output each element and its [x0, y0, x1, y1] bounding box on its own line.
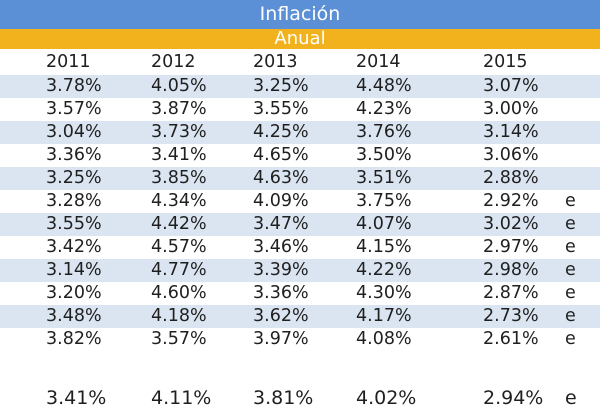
table-cell: 4.15% [356, 237, 412, 257]
column-header-2011: 2011 [46, 52, 91, 72]
table-cell: 4.42% [151, 214, 207, 234]
table-cell: 3.82% [46, 329, 102, 349]
column-header-2012: 2012 [151, 52, 196, 72]
table-cell: 3.02% [483, 214, 539, 234]
table-row: 3.28% 4.34% 4.09% 3.75% 2.92% e [0, 190, 600, 213]
table-cell: 3.57% [151, 329, 207, 349]
table-cell: 3.73% [151, 122, 207, 142]
table-cell: 3.07% [483, 76, 539, 96]
table-cell: 3.39% [253, 260, 309, 280]
table-cell: 4.57% [151, 237, 207, 257]
estimate-marker: e [565, 306, 576, 326]
table-cell: 3.76% [356, 122, 412, 142]
table-cell: 3.28% [46, 191, 102, 211]
table-cell: 3.06% [483, 145, 539, 165]
table-cell: 3.04% [46, 122, 102, 142]
table-cell: 4.48% [356, 76, 412, 96]
table-cell: 3.57% [46, 99, 102, 119]
table-cell: 3.85% [151, 168, 207, 188]
table-cell: 2.98% [483, 260, 539, 280]
table-row: 3.55% 4.42% 3.47% 4.07% 3.02% e [0, 213, 600, 236]
estimate-marker: e [565, 214, 576, 234]
estimate-marker: e [565, 329, 576, 349]
subtitle-bar: Anual [0, 29, 600, 49]
table-cell: 3.81% [253, 387, 314, 409]
table-cell: 3.55% [46, 214, 102, 234]
table-cell: 3.25% [46, 168, 102, 188]
estimate-marker: e [565, 283, 576, 303]
estimate-marker: e [565, 191, 576, 211]
table-cell: 4.34% [151, 191, 207, 211]
column-header-2014: 2014 [356, 52, 401, 72]
estimate-marker: e [565, 237, 576, 257]
table-row: 3.25% 3.85% 4.63% 3.51% 2.88% [0, 167, 600, 190]
table-cell: 4.30% [356, 283, 412, 303]
table-cell: 3.36% [46, 145, 102, 165]
table-cell: 4.09% [253, 191, 309, 211]
table-cell: 2.94% [483, 387, 544, 409]
table-cell: 4.23% [356, 99, 412, 119]
table-cell: 3.62% [253, 306, 309, 326]
table-title: Inflación [259, 3, 341, 25]
table-row: 3.57% 3.87% 3.55% 4.23% 3.00% [0, 98, 600, 121]
table-row: 3.04% 3.73% 4.25% 3.76% 3.14% [0, 121, 600, 144]
table-cell: 3.78% [46, 76, 102, 96]
table-cell: 4.08% [356, 329, 412, 349]
table-cell: 3.36% [253, 283, 309, 303]
table-cell: 4.05% [151, 76, 207, 96]
table-cell: 3.14% [46, 260, 102, 280]
table-cell: 3.55% [253, 99, 309, 119]
table-cell: 3.47% [253, 214, 309, 234]
table-cell: 4.60% [151, 283, 207, 303]
table-cell: 4.17% [356, 306, 412, 326]
column-header-2015: 2015 [483, 52, 528, 72]
table-row: 3.20% 4.60% 3.36% 4.30% 2.87% e [0, 282, 600, 305]
table-cell: 4.77% [151, 260, 207, 280]
table-cell: 3.41% [151, 145, 207, 165]
table-cell: 2.61% [483, 329, 539, 349]
table-row: 3.42% 4.57% 3.46% 4.15% 2.97% e [0, 236, 600, 259]
table-cell: 3.20% [46, 283, 102, 303]
table-cell: 4.65% [253, 145, 309, 165]
table-cell: 2.87% [483, 283, 539, 303]
table-row: 3.82% 3.57% 3.97% 4.08% 2.61% e [0, 328, 600, 351]
table-cell: 3.41% [46, 387, 107, 409]
table-cell: 3.46% [253, 237, 309, 257]
column-header-row: 2011 2012 2013 2014 2015 [0, 49, 600, 75]
table-cell: 3.00% [483, 99, 539, 119]
table-cell: 3.97% [253, 329, 309, 349]
table-cell: 3.75% [356, 191, 412, 211]
table-row: 3.78% 4.05% 3.25% 4.48% 3.07% [0, 75, 600, 98]
inflation-table: 2011 2012 2013 2014 2015 3.78% 4.05% 3.25%… [0, 49, 600, 415]
spacer-row [0, 351, 600, 381]
average-row: 3.41% 4.11% 3.81% 4.02% 2.94% e [0, 381, 600, 415]
table-cell: 3.50% [356, 145, 412, 165]
table-row: 3.36% 3.41% 4.65% 3.50% 3.06% [0, 144, 600, 167]
table-cell: 2.92% [483, 191, 539, 211]
table-cell: 4.25% [253, 122, 309, 142]
table-cell: 2.88% [483, 168, 539, 188]
table-cell: 4.18% [151, 306, 207, 326]
table-cell: 4.11% [151, 387, 212, 409]
table-cell: 2.73% [483, 306, 539, 326]
table-cell: 3.51% [356, 168, 412, 188]
column-header-2013: 2013 [253, 52, 298, 72]
table-cell: 2.97% [483, 237, 539, 257]
table-subtitle: Anual [274, 28, 326, 49]
table-cell: 3.87% [151, 99, 207, 119]
table-cell: 4.63% [253, 168, 309, 188]
table-cell: 4.07% [356, 214, 412, 234]
table-cell: 4.22% [356, 260, 412, 280]
estimate-marker: e [565, 260, 576, 280]
estimate-marker: e [565, 387, 577, 409]
table-cell: 3.25% [253, 76, 309, 96]
table-cell: 3.48% [46, 306, 102, 326]
table-cell: 3.14% [483, 122, 539, 142]
table-cell: 4.02% [356, 387, 417, 409]
table-row: 3.48% 4.18% 3.62% 4.17% 2.73% e [0, 305, 600, 328]
title-bar: Inflación [0, 0, 600, 29]
table-row: 3.14% 4.77% 3.39% 4.22% 2.98% e [0, 259, 600, 282]
table-cell: 3.42% [46, 237, 102, 257]
